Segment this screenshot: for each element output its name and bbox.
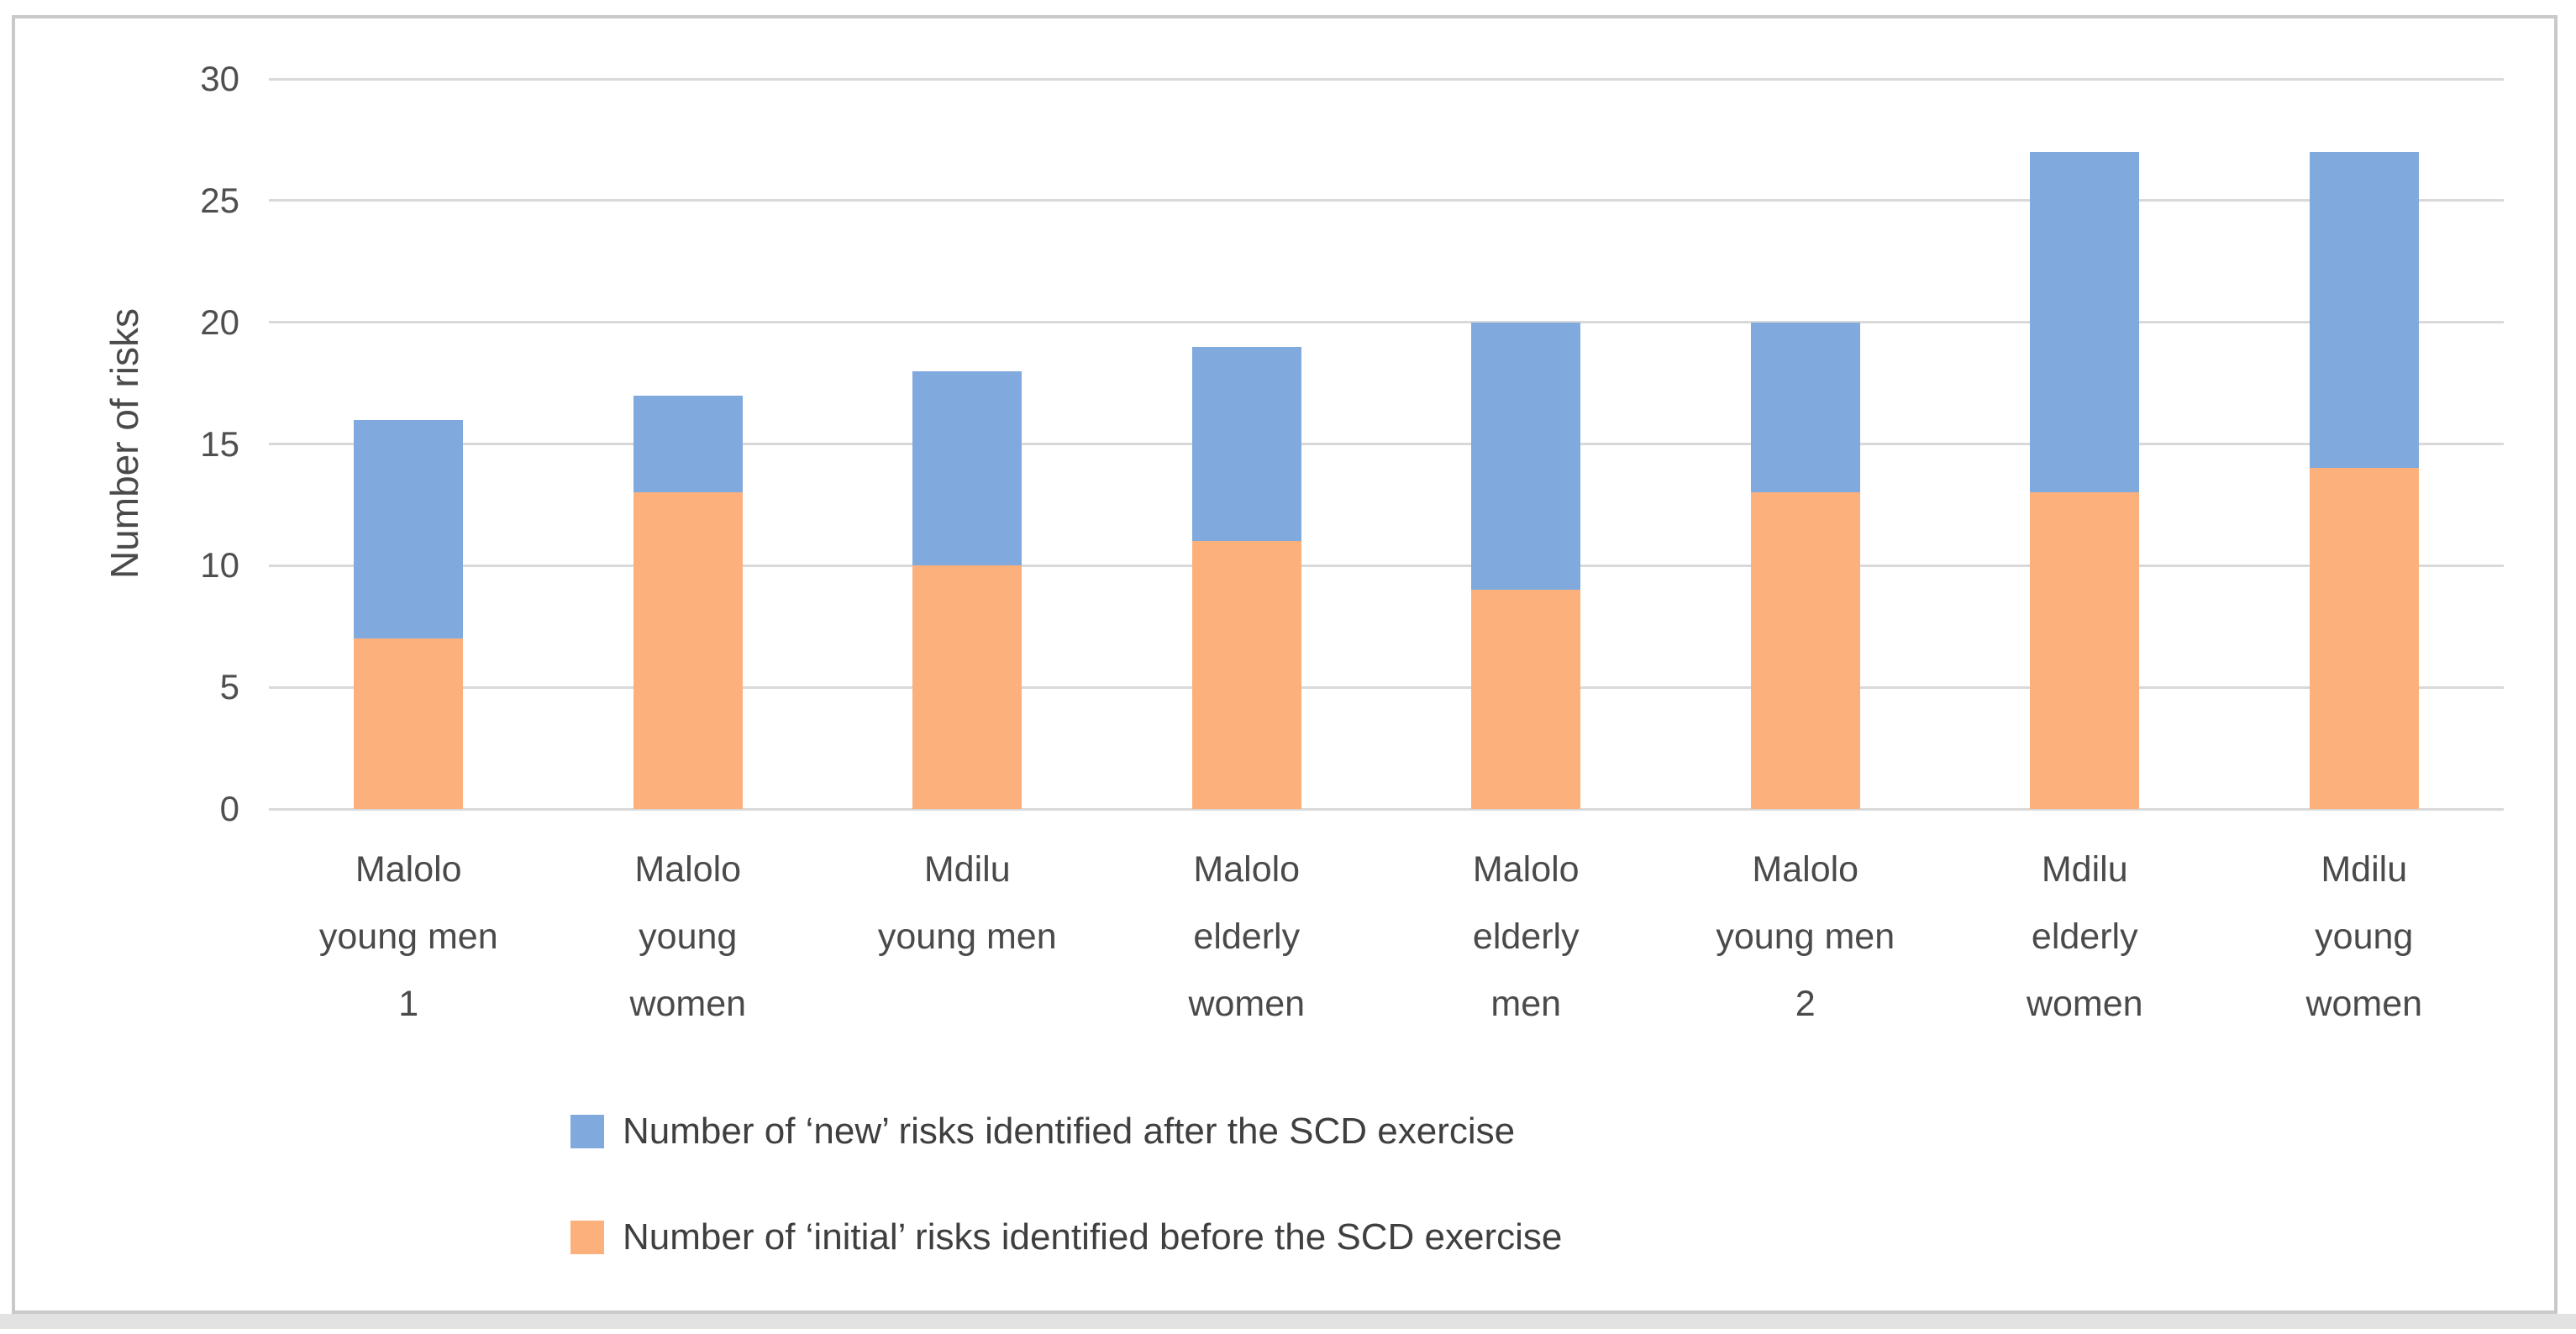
category-label: Mdilu elderly women bbox=[2026, 849, 2143, 1024]
bar-segment-new bbox=[1191, 346, 1301, 542]
legend-label-initial: Number of ‘initial’ risks identified bef… bbox=[623, 1216, 1563, 1258]
bar-segment-new bbox=[1471, 322, 1581, 591]
y-tick-label: 15 bbox=[200, 423, 239, 464]
category-label: Mdilu young women bbox=[2305, 849, 2423, 1024]
legend-label-new: Number of ‘new’ risks identified after t… bbox=[623, 1111, 1516, 1152]
bar-segment-initial bbox=[1191, 541, 1301, 809]
bar-segment-initial bbox=[2309, 468, 2419, 809]
gridline bbox=[269, 807, 2504, 811]
y-tick-label: 10 bbox=[200, 545, 239, 586]
legend-swatch-new-icon bbox=[570, 1115, 604, 1148]
bar-segment-new bbox=[912, 370, 1023, 566]
gridline bbox=[269, 77, 2504, 81]
gridline bbox=[269, 564, 2504, 567]
bar-segment-initial bbox=[2030, 492, 2140, 809]
legend-item-new: Number of ‘new’ risks identified after t… bbox=[570, 1111, 1515, 1153]
bar-segment-new bbox=[354, 419, 464, 639]
y-tick-label: 30 bbox=[200, 59, 239, 98]
category-label: Malolo young men 1 bbox=[318, 849, 498, 1024]
bar-segment-initial bbox=[1471, 590, 1581, 809]
bar-segment-new bbox=[1750, 322, 1860, 493]
category-label: Malolo young women bbox=[629, 849, 747, 1024]
gridline bbox=[269, 199, 2504, 202]
y-tick-label: 20 bbox=[200, 302, 239, 342]
gridline bbox=[269, 443, 2504, 445]
bar-segment-initial bbox=[912, 565, 1023, 809]
y-tick-label: 5 bbox=[219, 667, 239, 707]
page-edge-strip bbox=[0, 1314, 2576, 1329]
bar-segment-new bbox=[2309, 151, 2419, 469]
bar-segment-initial bbox=[354, 638, 464, 809]
category-label: Malolo young men 2 bbox=[1716, 849, 1895, 1024]
category-label: Malolo elderly women bbox=[1188, 849, 1306, 1024]
y-tick-label: 25 bbox=[200, 180, 239, 220]
category-label: Mdilu young men bbox=[877, 849, 1057, 957]
legend-swatch-initial-icon bbox=[570, 1221, 604, 1254]
legend-item-initial: Number of ‘initial’ risks identified bef… bbox=[570, 1216, 1562, 1258]
gridline bbox=[269, 685, 2504, 689]
y-tick-label: 0 bbox=[219, 789, 239, 828]
category-label: Malolo elderly men bbox=[1472, 849, 1580, 1024]
bar-segment-initial bbox=[633, 492, 743, 809]
gridline bbox=[269, 321, 2504, 324]
bar-segment-new bbox=[2030, 151, 2140, 493]
bar-segment-new bbox=[633, 395, 743, 493]
bar-segment-initial bbox=[1750, 492, 1860, 809]
